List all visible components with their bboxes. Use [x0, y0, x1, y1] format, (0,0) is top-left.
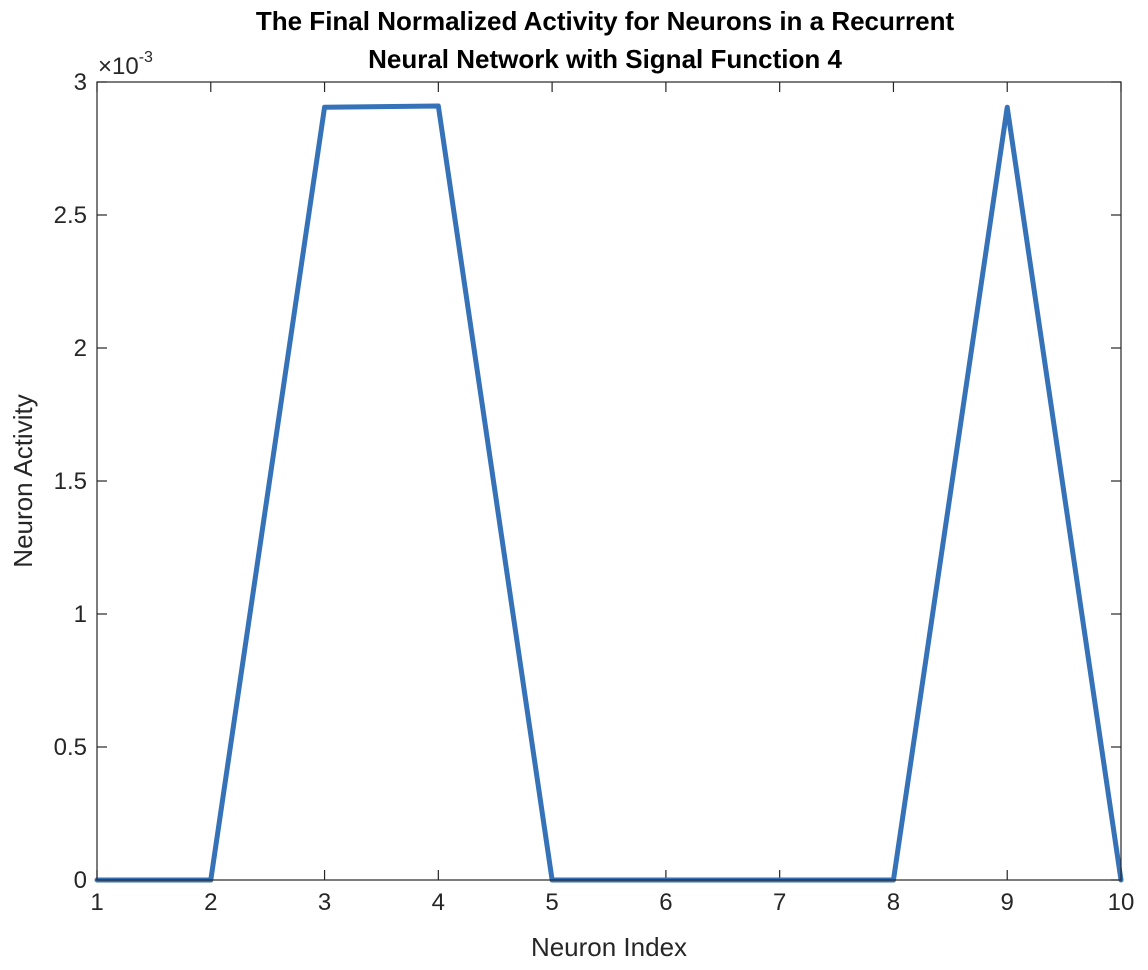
x-tick-label: 7: [773, 889, 786, 916]
y-axis-exponent: ×10-3: [98, 49, 153, 80]
x-tick-label: 10: [1108, 889, 1135, 916]
chart-title-line-2: Neural Network with Signal Function 4: [368, 44, 842, 74]
y-tick-label: 2.5: [54, 202, 87, 229]
x-tick-label: 9: [1001, 889, 1014, 916]
x-tick-label: 2: [204, 889, 217, 916]
x-tick-label: 4: [432, 889, 445, 916]
y-tick-label: 2: [74, 335, 87, 362]
y-tick-label: 1: [74, 601, 87, 628]
y-tick-label: 0.5: [54, 734, 87, 761]
y-tick-label: 0: [74, 867, 87, 894]
y-tick-label: 3: [74, 69, 87, 96]
y-axis-label: Neuron Activity: [8, 394, 38, 567]
x-tick-label: 3: [318, 889, 331, 916]
y-axis-exponent-base: ×10: [98, 53, 139, 80]
plot-area: [97, 82, 1121, 880]
x-tick-label: 1: [90, 889, 103, 916]
y-axis-exponent-power: -3: [139, 49, 153, 66]
y-tick-label: 1.5: [54, 468, 87, 495]
axis-ticks: [96, 81, 1122, 881]
x-tick-label: 8: [887, 889, 900, 916]
chart-title-line-1: The Final Normalized Activity for Neuron…: [256, 6, 955, 36]
y-tick-labels: 0 0.5 1 1.5 2 2.5 3: [54, 69, 87, 894]
x-tick-label: 5: [545, 889, 558, 916]
x-tick-label: 6: [659, 889, 672, 916]
x-axis-label: Neuron Index: [531, 932, 687, 962]
x-tick-labels: 1 2 3 4 5 6 7 8 9 10: [90, 889, 1134, 916]
axes-box: [96, 81, 1122, 881]
